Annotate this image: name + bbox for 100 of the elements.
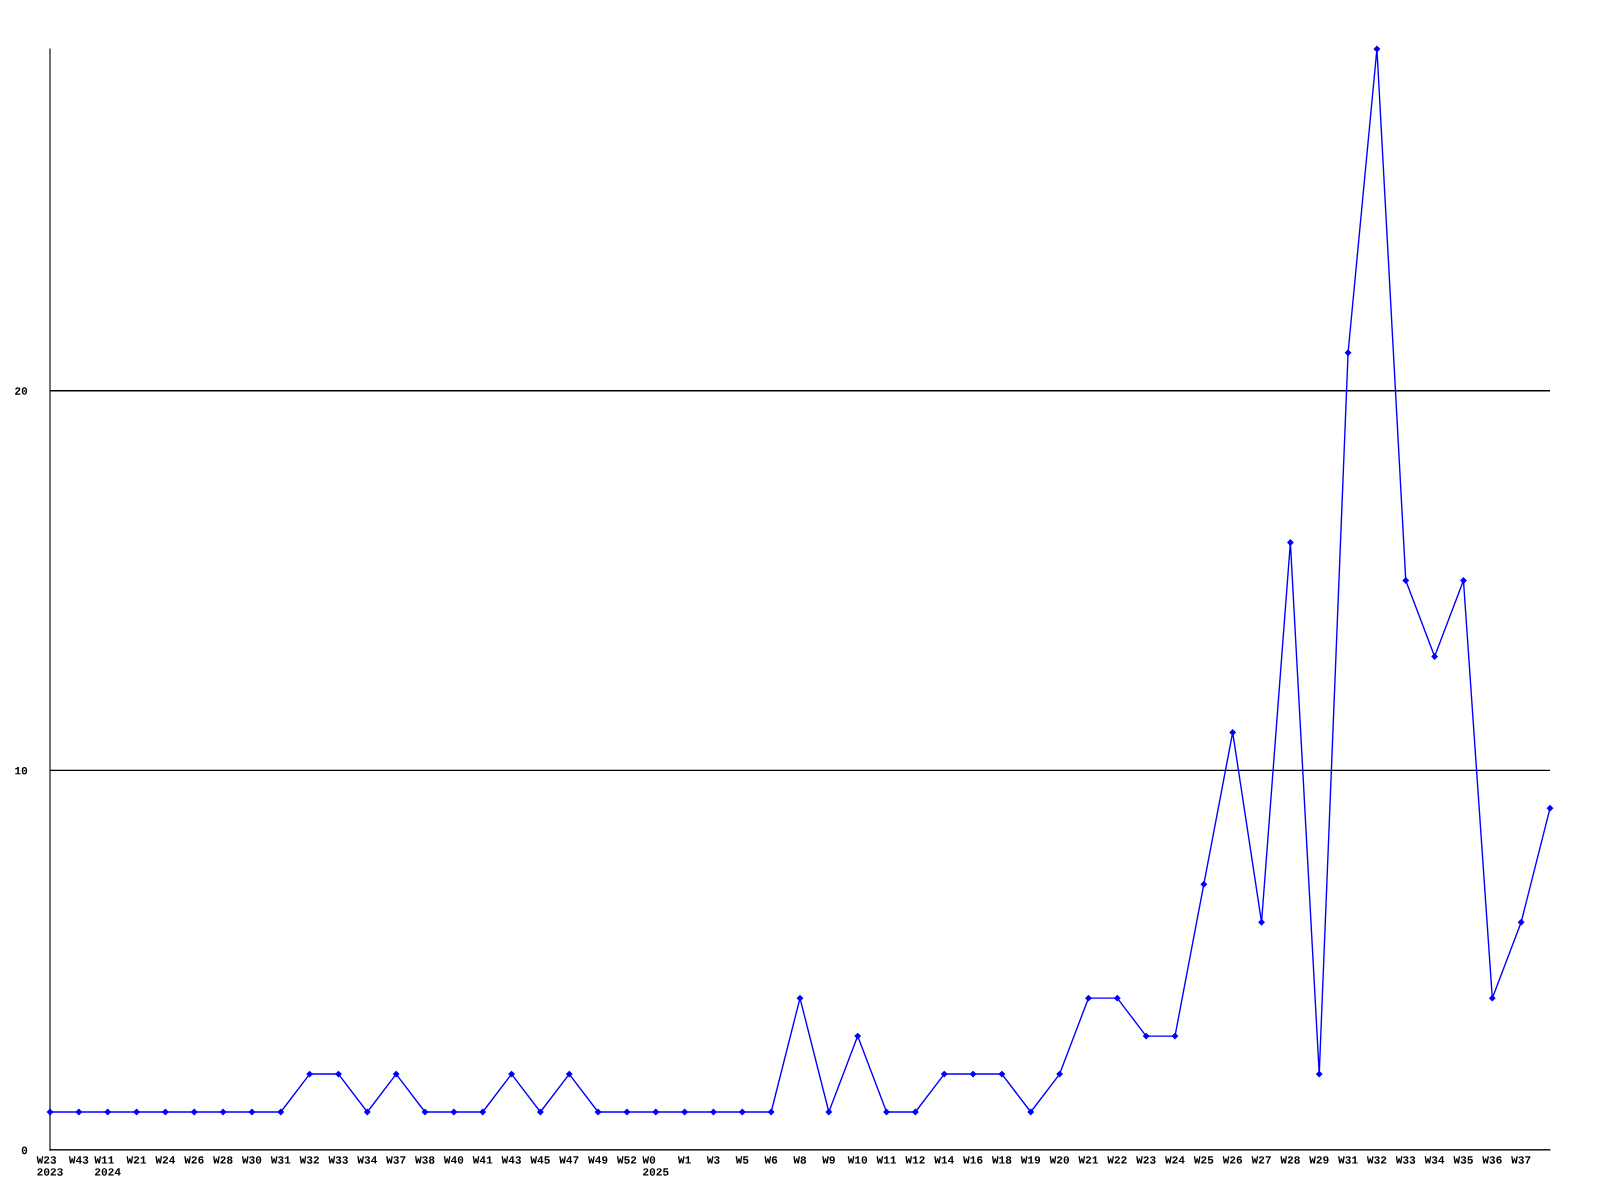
point: [1143, 1032, 1150, 1040]
x-tick-label: W8: [793, 1156, 807, 1164]
point: [421, 1108, 429, 1116]
x-tick-label: W37: [386, 1156, 406, 1164]
x-tick-label: W3: [706, 1156, 720, 1164]
point: [594, 1108, 602, 1116]
point: [1085, 994, 1092, 1002]
x-tick-label: W21: [1078, 1156, 1098, 1164]
point: [1518, 919, 1525, 926]
point: [652, 1108, 659, 1116]
x-tick-label: W21: [126, 1156, 147, 1164]
x-tick-label: W6: [764, 1156, 778, 1164]
point: [335, 1070, 342, 1078]
x-tick-label: W24: [155, 1156, 176, 1164]
point: [75, 1108, 82, 1116]
x-tick-label: W47: [559, 1156, 579, 1164]
x-tick-label: W38: [415, 1156, 435, 1164]
point: [393, 1070, 400, 1078]
point: [681, 1108, 688, 1116]
x-tick-label: W5: [735, 1156, 749, 1164]
point: [1027, 1108, 1034, 1116]
x-tick-label: W43: [68, 1156, 89, 1164]
point: [1056, 1070, 1063, 1078]
x-tick-label: W31: [1338, 1156, 1358, 1164]
x-tick-label: W12: [905, 1156, 925, 1164]
x-tick-label: W34: [357, 1156, 377, 1164]
point: [1114, 994, 1121, 1002]
x-tick-label: W32: [1366, 1156, 1387, 1164]
point: [1229, 729, 1236, 736]
x-tick-label: W0 2025: [642, 1156, 669, 1176]
y-tick-label: 10: [15, 766, 28, 775]
x-tick-label: W33: [328, 1156, 348, 1164]
point: [941, 1070, 948, 1078]
point: [623, 1108, 631, 1116]
x-tick-label: W11: [876, 1156, 897, 1164]
x-tick-label: W33: [1395, 1156, 1416, 1164]
x-tick-label: W9: [822, 1156, 835, 1164]
point: [1171, 1032, 1179, 1040]
point: [537, 1108, 544, 1116]
point: [1316, 1070, 1323, 1078]
x-tick-label: W18: [991, 1156, 1012, 1164]
point: [566, 1070, 573, 1078]
point: [998, 1070, 1006, 1078]
x-tick-label: W14: [934, 1156, 954, 1164]
point: [1460, 577, 1467, 584]
point: [854, 1032, 861, 1040]
point: [1546, 805, 1554, 812]
point: [364, 1108, 371, 1116]
point: [1344, 349, 1352, 356]
x-tick-label: W31: [270, 1156, 291, 1164]
x-tick-label: W1: [677, 1156, 691, 1164]
x-tick-label: W35: [1453, 1156, 1473, 1164]
x-tick-label: W27: [1251, 1156, 1271, 1164]
point: [1258, 919, 1265, 926]
x-tick-label: W34: [1424, 1156, 1445, 1164]
x-tick-label: W45: [530, 1156, 550, 1164]
point: [46, 1108, 54, 1116]
x-tick-label: W10: [847, 1156, 868, 1164]
x-tick-label: W52: [616, 1156, 637, 1164]
point: [191, 1108, 198, 1116]
point: [969, 1070, 977, 1078]
x-tick-label: W40: [443, 1156, 464, 1164]
x-tick-label: W36: [1482, 1156, 1502, 1164]
x-tick-label: W24: [1165, 1156, 1185, 1164]
point: [219, 1108, 227, 1116]
point: [1287, 539, 1294, 546]
point: [768, 1108, 775, 1116]
x-tick-label: W41: [472, 1156, 493, 1164]
x-tick-label: W28: [213, 1156, 233, 1164]
x-tick-label: W23 2023: [36, 1156, 63, 1176]
point: [710, 1108, 717, 1116]
point: [450, 1108, 457, 1116]
x-tick-label: W20: [1049, 1156, 1069, 1164]
point: [248, 1108, 256, 1116]
point: [825, 1108, 832, 1116]
x-tick-label: W43: [501, 1156, 521, 1164]
x-tick-label: W26: [184, 1156, 204, 1164]
point: [479, 1108, 486, 1116]
point: [739, 1108, 746, 1116]
x-tick-label: W26: [1222, 1156, 1243, 1164]
x-tick-label: W28: [1280, 1156, 1300, 1164]
point: [1402, 577, 1409, 584]
point: [1200, 881, 1207, 888]
x-tick-label: W49: [588, 1156, 608, 1164]
x-tick-label: W16: [963, 1156, 983, 1164]
point: [277, 1108, 284, 1116]
point: [508, 1070, 515, 1078]
x-tick-label: W22: [1107, 1156, 1127, 1164]
point: [912, 1108, 919, 1116]
point: [1373, 45, 1381, 53]
point: [1431, 653, 1438, 660]
point: [306, 1070, 313, 1078]
x-tick-label: W25: [1193, 1156, 1214, 1164]
x-tick-label: W30: [241, 1156, 262, 1164]
x-tick-label: W29: [1309, 1156, 1329, 1164]
y-tick-label: 0: [21, 1146, 28, 1155]
x-tick-label: W19: [1020, 1156, 1041, 1164]
point: [162, 1108, 169, 1116]
x-tick-label: W23: [1136, 1156, 1156, 1164]
point: [796, 994, 804, 1002]
